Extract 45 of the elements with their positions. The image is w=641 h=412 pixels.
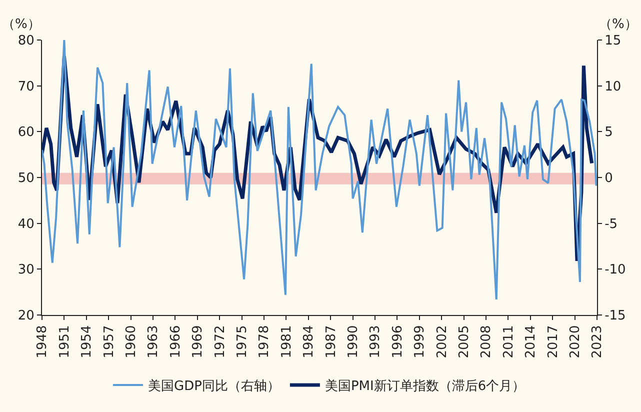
y2-tick-label: -5 xyxy=(604,216,618,232)
x-tick-label: 1981 xyxy=(279,325,294,358)
y2-tick-label: -10 xyxy=(604,262,626,278)
y2-tick-label: -15 xyxy=(604,308,626,324)
x-tick-label: 1993 xyxy=(368,325,384,358)
x-tick-label: 1954 xyxy=(80,325,95,358)
x-tick-label: 1996 xyxy=(390,325,406,358)
y-tick-label: 60 xyxy=(18,125,34,140)
legend-label: 美国PMI新订单指数（滞后6个月） xyxy=(324,378,526,394)
x-tick-label: 1984 xyxy=(302,325,317,358)
x-tick-label: 2017 xyxy=(546,325,561,358)
y-tick-label: 80 xyxy=(18,34,34,49)
y-tick-label: 70 xyxy=(18,79,34,94)
line-series xyxy=(42,40,597,300)
x-tick-label: 1960 xyxy=(124,325,140,358)
x-tick-label: 2023 xyxy=(590,325,606,358)
x-tick-label: 1966 xyxy=(168,325,184,358)
x-tick-label: 1948 xyxy=(35,325,50,358)
x-tick-label: 2020 xyxy=(568,325,584,358)
y2-tick-label: 5 xyxy=(604,125,613,140)
x-tick-label: 1957 xyxy=(102,325,117,358)
y-tick-label: 20 xyxy=(18,308,34,324)
x-tick-label: 2008 xyxy=(479,325,494,358)
x-tick-label: 1951 xyxy=(57,325,72,358)
x-tick-label: 1999 xyxy=(412,325,428,358)
x-tick-label: 2005 xyxy=(457,325,472,358)
x-tick-label: 1987 xyxy=(324,325,339,358)
y-tick-label: 50 xyxy=(18,171,34,186)
x-tick-label: 1972 xyxy=(212,325,228,358)
y2-tick-label: 10 xyxy=(604,79,622,94)
x-tick-label: 1990 xyxy=(346,325,362,358)
x-tick-label: 1963 xyxy=(146,325,162,358)
x-tick-label: 2014 xyxy=(524,325,539,358)
y2-axis-title: （%） xyxy=(599,17,638,32)
y-tick-label: 40 xyxy=(18,216,34,232)
x-tick-label: 1969 xyxy=(190,325,206,358)
y2-tick-label: 15 xyxy=(604,34,622,49)
x-tick-label: 2011 xyxy=(501,325,516,358)
x-tick-label: 2002 xyxy=(434,325,450,358)
y-axis-title: （%） xyxy=(2,17,40,32)
legend-label: 美国GDP同比（右轴） xyxy=(148,378,280,394)
x-tick-label: 1975 xyxy=(235,325,250,358)
y-tick-label: 30 xyxy=(18,262,34,278)
y2-tick-label: 0 xyxy=(604,171,613,186)
x-tick-label: 1978 xyxy=(257,325,272,358)
